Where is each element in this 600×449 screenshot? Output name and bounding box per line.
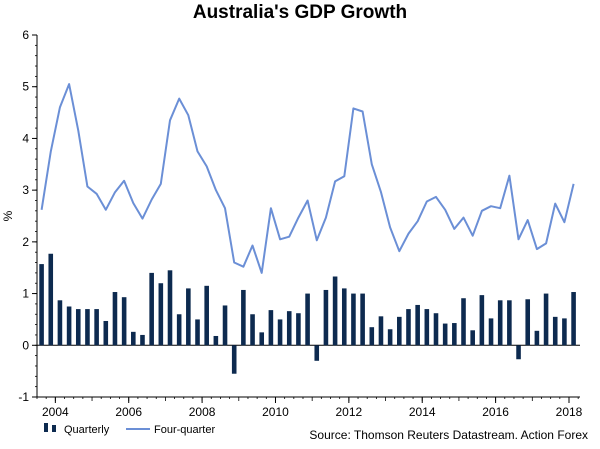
y-tick-label: 5 [22,80,29,94]
legend-quarterly-label: Quarterly [64,424,110,436]
quarterly-bar [378,316,384,346]
quarterly-bar [39,264,44,346]
quarterly-bar [351,293,356,346]
quarterly-bar [94,309,99,346]
quarterly-bar [525,299,531,346]
quarterly-bar [231,345,237,374]
quarterly-bar [433,313,439,346]
quarterly-bar [452,323,457,346]
quarterly-bar [57,300,63,346]
x-tick-label: 2004 [42,405,69,419]
y-tick-label: 6 [22,28,29,42]
quarterly-bar [85,309,90,346]
quarterly-bar [48,253,54,346]
quarterly-bar [66,306,72,346]
quarterly-bar [534,330,540,346]
four-quarter-line-layer [40,83,575,274]
tick-labels: -1 0 1 2 3 4 5 6% 2004 2006 2008 2010 2012 2014 2016 20… [1,28,583,419]
x-tick-label: 2008 [189,405,216,419]
quarterly-bar [213,335,219,346]
x-tick-label: 2016 [482,405,509,419]
quarterly-bar [552,316,558,346]
quarterly-bar [250,314,255,346]
quarterly-bar [149,272,154,346]
quarterly-bar [424,309,430,346]
quarterly-bar [296,313,301,346]
quarterly-bar [488,318,494,346]
y-tick-label: 1 [22,287,29,301]
quarterly-bar [259,332,265,346]
quarterly-bar [332,276,338,346]
quarterly-bar [479,295,485,346]
y-tick-label: -1 [18,390,29,404]
chart-title: Australia's GDP Growth [192,2,408,23]
quarterly-bar [507,300,512,346]
quarterly-bar [75,309,81,346]
quarterly-bar [543,293,549,346]
axis-layer [32,34,580,403]
quarterly-bar [268,310,274,346]
quarterly-bar [158,283,164,346]
quarterly-bar [323,289,329,346]
quarterly-bar [305,293,310,346]
four-quarter-line [40,83,575,274]
quarterly-bar [387,329,393,346]
quarterly-bar [204,285,209,346]
quarterly-bar [562,318,567,346]
quarterly-bar [176,314,182,346]
quarterly-bar [415,304,420,346]
legend-quarterly-swatch [52,425,56,432]
quarterly-bar [369,327,375,346]
quarterly-bars [39,253,576,374]
quarterly-bar [241,289,246,346]
y-tick-label: 4 [22,131,29,145]
quarterly-bar [103,320,109,346]
quarterly-bar [167,270,173,346]
quarterly-bar [497,300,503,346]
quarterly-bar [341,288,347,346]
quarterly-bar [571,292,576,346]
quarterly-bar [112,292,118,346]
quarterly-bar [222,305,228,346]
y-tick-label: 0 [22,338,29,352]
quarterly-bar [461,298,466,346]
y-tick-label: 2 [22,235,29,249]
quarterly-bar [360,293,365,346]
x-tick-label: 2014 [409,405,436,419]
quarterly-bar [286,311,292,346]
x-tick-label: 2012 [336,405,363,419]
y-axis-label: % [1,210,15,221]
quarterly-bar [442,323,448,346]
legend-four-quarter-label: Four-quarter [154,424,215,436]
x-tick-label: 2018 [556,405,583,419]
quarterly-bar [121,297,127,346]
x-tick-label: 2010 [262,405,289,419]
quarterly-bar [397,316,402,346]
legend-quarterly-swatch [44,423,48,432]
quarterly-bar [277,319,283,346]
quarterly-bar [406,309,411,346]
x-tick-label: 2006 [115,405,142,419]
quarterly-bar [470,330,475,346]
quarterly-bar [195,319,200,346]
quarterly-bar [140,334,145,346]
legend: Quarterly Four-quarter [44,423,215,436]
quarterly-bar [131,331,136,346]
quarterly-bar [186,288,191,346]
y-tick-label: 3 [22,183,29,197]
quarterly-bar [516,345,521,360]
source-note: Source: Thomson Reuters Datastream. Acti… [309,428,588,442]
quarterly-bar [314,345,320,361]
